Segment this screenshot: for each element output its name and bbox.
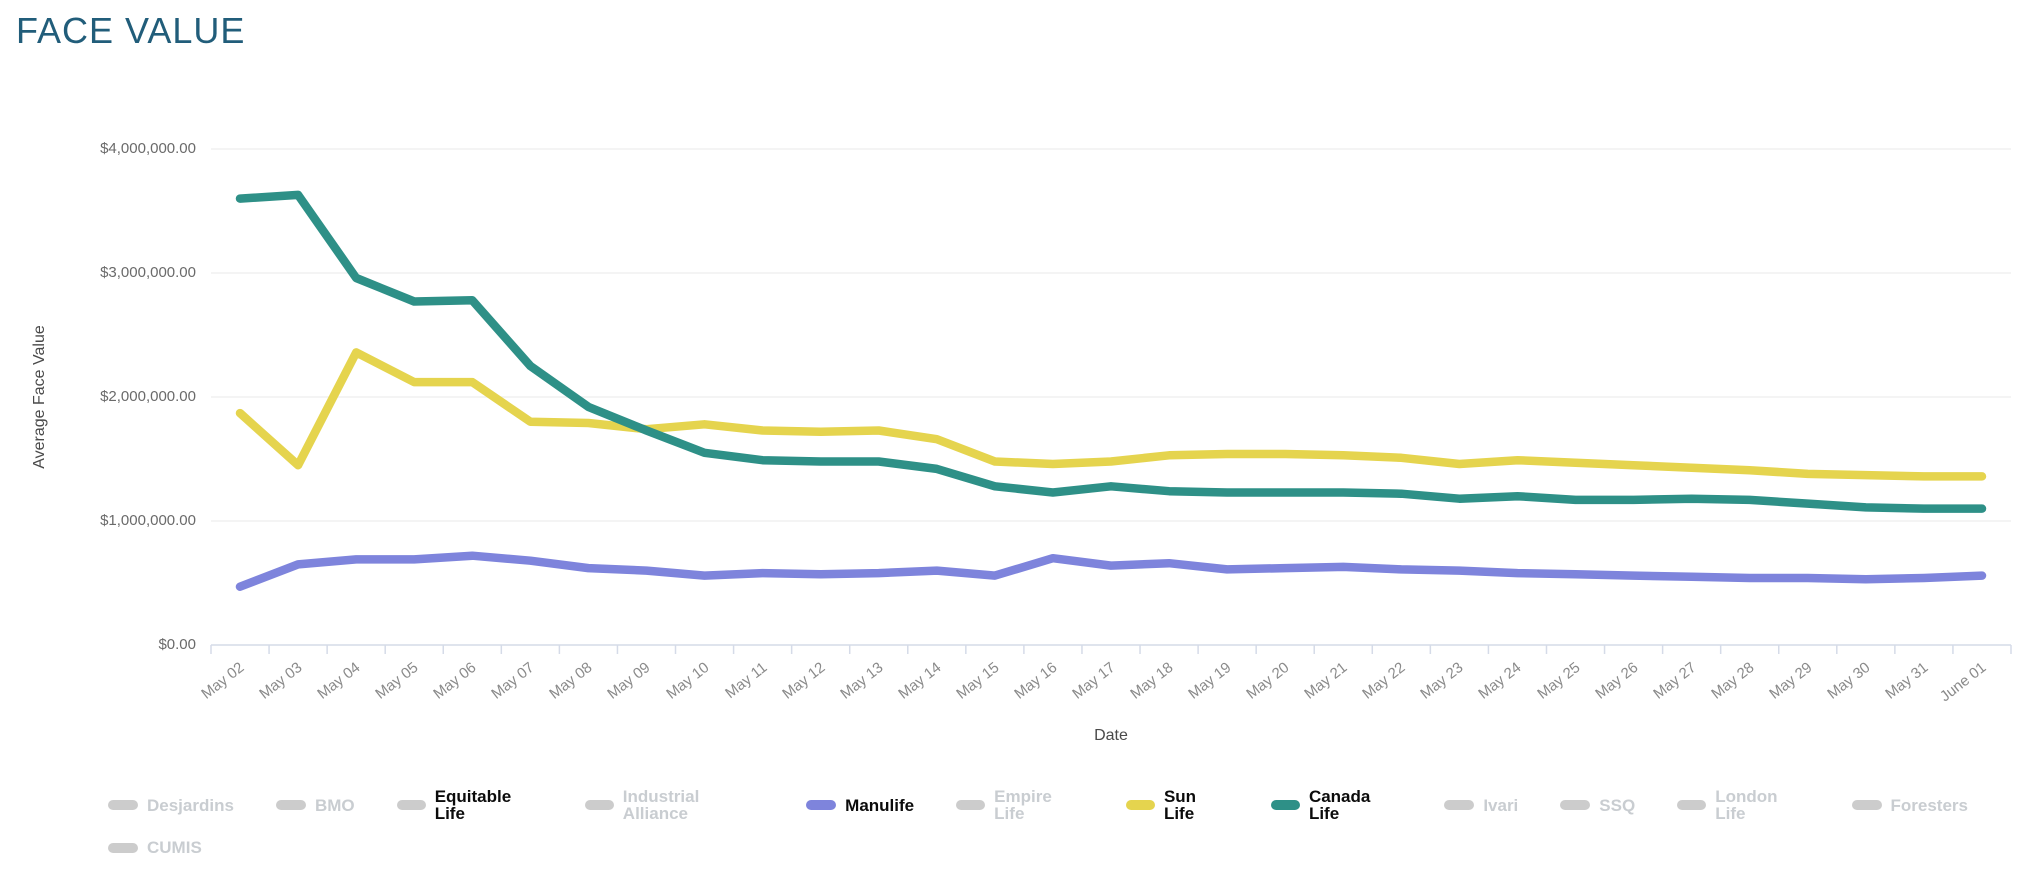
x-axis-title: Date (1094, 727, 1128, 744)
y-tick-label: $3,000,000.00 (100, 264, 196, 281)
legend-swatch-equitable-life (396, 800, 426, 810)
legend-row-1: Desjardins BMO Equitable Life Industrial Al… (108, 788, 1968, 822)
legend-item-empire-life[interactable]: Empire Life (956, 788, 1084, 822)
legend-swatch-industrial-alliance (584, 800, 614, 810)
legend-label-desjardins: Desjardins (147, 795, 234, 815)
y-tick-label: $4,000,000.00 (100, 140, 196, 157)
legend-row-2: CUMIS (108, 839, 1968, 856)
legend: Desjardins BMO Equitable Life Industrial Al… (108, 788, 1968, 856)
legend-label-industrial-alliance: Industrial Alliance (622, 787, 700, 823)
legend-item-industrial-alliance[interactable]: Industrial Alliance (584, 787, 764, 823)
legend-swatch-desjardins (108, 800, 138, 810)
series-line-canada-life (235, 190, 1987, 513)
legend-label-bmo: BMO (314, 795, 355, 815)
legend-label-sun-life: Sun Life (1163, 787, 1197, 823)
legend-label-cumis: CUMIS (147, 838, 202, 857)
legend-swatch-empire-life (956, 800, 986, 810)
legend-label-ssq: SSQ (1599, 795, 1636, 815)
legend-item-ssq[interactable]: SSQ (1560, 797, 1635, 814)
legend-item-foresters[interactable]: Foresters (1851, 795, 1968, 815)
y-tick-label: $2,000,000.00 (100, 388, 196, 405)
series-line-sun-life (235, 348, 1987, 481)
legend-label-ivari: Ivari (1483, 795, 1519, 815)
legend-swatch-manulife (806, 800, 837, 810)
legend-swatch-foresters (1851, 800, 1882, 810)
legend-swatch-bmo (275, 800, 306, 810)
legend-item-canada-life[interactable]: Canada Life (1270, 787, 1402, 823)
y-tick-label: $1,000,000.00 (100, 512, 196, 529)
legend-item-ivari[interactable]: Ivari (1444, 797, 1518, 814)
legend-swatch-ivari (1444, 800, 1475, 810)
legend-item-sun-life[interactable]: Sun Life (1125, 787, 1229, 823)
legend-label-empire-life: Empire Life (994, 787, 1052, 823)
page-title: FACE VALUE (16, 10, 246, 51)
legend-label-equitable-life: Equitable Life (434, 787, 512, 823)
legend-label-manulife: Manulife (845, 795, 915, 815)
y-tick-label: $0.00 (158, 636, 196, 653)
legend-label-london-life: London Life (1715, 787, 1778, 823)
y-axis-title: Average Face Value (31, 325, 48, 469)
series-line-manulife (235, 551, 1987, 591)
legend-item-cumis[interactable]: CUMIS (108, 839, 202, 856)
legend-item-manulife[interactable]: Manulife (806, 797, 914, 814)
legend-swatch-london-life (1677, 800, 1707, 810)
legend-label-canada-life: Canada Life (1308, 787, 1371, 823)
legend-item-bmo[interactable]: BMO (275, 795, 355, 815)
legend-item-london-life[interactable]: London Life (1677, 788, 1809, 822)
legend-swatch-cumis (108, 842, 138, 853)
legend-item-equitable-life[interactable]: Equitable Life (396, 787, 543, 823)
legend-item-desjardins[interactable]: Desjardins (108, 797, 234, 814)
legend-label-foresters: Foresters (1890, 795, 1968, 815)
legend-swatch-sun-life (1125, 800, 1155, 810)
legend-swatch-ssq (1560, 800, 1591, 810)
legend-swatch-canada-life (1270, 800, 1300, 810)
